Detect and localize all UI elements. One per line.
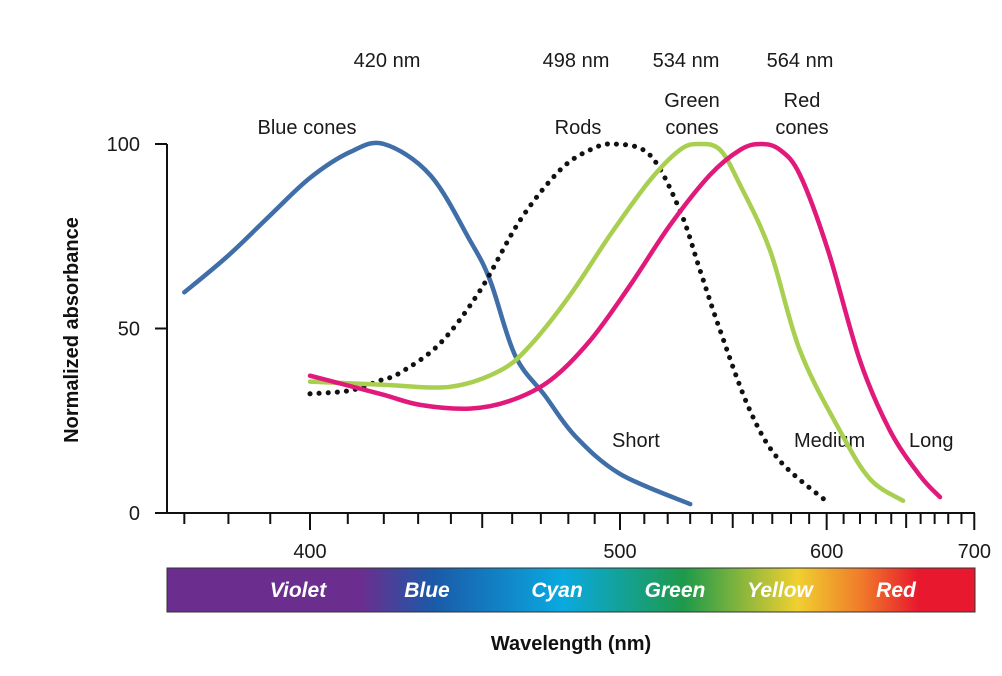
curve-red-cones xyxy=(307,141,943,500)
cone-type-long: Long xyxy=(909,430,954,452)
curve-blue-cones xyxy=(182,140,693,507)
y-tick-label: 100 xyxy=(107,134,140,156)
spectrum-band-yellow: Yellow xyxy=(747,579,814,602)
spectrum-band-labels: Violet Blue Cyan Green Yellow Red xyxy=(270,579,917,602)
label-line: cones xyxy=(775,117,828,139)
x-tick-label: 500 xyxy=(603,541,636,563)
label-line: Red xyxy=(784,90,821,112)
peak-label-green: 534 nm xyxy=(653,50,720,72)
y-ticks: 0 50 100 xyxy=(107,134,167,525)
cone-type-medium: Medium xyxy=(794,430,865,452)
spectrum-band-violet: Violet xyxy=(270,579,327,602)
peak-label-red: 564 nm xyxy=(767,50,834,72)
x-tick-label: 600 xyxy=(810,541,843,563)
x-tick-label: 400 xyxy=(293,541,326,563)
series-label-rods: Rods xyxy=(555,117,602,139)
curves xyxy=(182,140,943,507)
peak-label-rods: 498 nm xyxy=(543,50,610,72)
spectrum-band-blue: Blue xyxy=(404,579,450,602)
peak-label-blue: 420 nm xyxy=(354,50,421,72)
label-line: Green xyxy=(664,90,720,112)
y-axis-title: Normalized absorbance xyxy=(61,217,83,443)
curve-rods xyxy=(307,141,833,507)
y-tick-label: 0 xyxy=(129,503,140,525)
x-ticks: 400 500 600 700 xyxy=(183,513,991,563)
curve-green-cones xyxy=(307,141,906,504)
cone-type-short: Short xyxy=(612,430,660,452)
series-label-red-cones: Red cones xyxy=(775,90,828,139)
series-label-blue-cones: Blue cones xyxy=(258,117,357,139)
spectrum-band-cyan: Cyan xyxy=(531,579,582,602)
series-label-green-cones: Green cones xyxy=(664,90,720,139)
spectrum-gradient xyxy=(166,567,976,613)
y-tick-label: 50 xyxy=(118,319,140,341)
spectrum-band-red: Red xyxy=(876,579,917,602)
spectrum-band-green: Green xyxy=(645,579,706,602)
peak-labels: 420 nm 498 nm 534 nm 564 nm xyxy=(354,50,834,72)
x-axis-title: Wavelength (nm) xyxy=(491,633,651,655)
spectrum-bar: Violet Blue Cyan Green Yellow Red xyxy=(166,567,976,613)
axes: 0 50 100 400 500 600 700 xyxy=(107,134,991,563)
label-line: cones xyxy=(665,117,718,139)
series-labels: Blue cones Rods Green cones Red cones xyxy=(258,90,829,139)
x-tick-label: 700 xyxy=(958,541,991,563)
